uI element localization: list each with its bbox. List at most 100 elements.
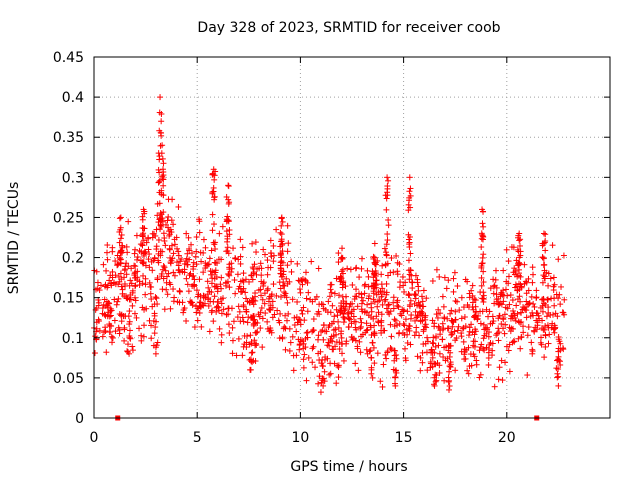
data-point bbox=[480, 279, 487, 286]
data-point bbox=[453, 335, 460, 342]
data-point bbox=[119, 286, 126, 293]
data-point bbox=[170, 221, 177, 228]
data-point bbox=[239, 352, 246, 359]
data-point bbox=[502, 304, 509, 311]
data-point bbox=[216, 325, 223, 332]
data-point bbox=[140, 333, 147, 340]
data-point bbox=[516, 237, 523, 244]
data-point bbox=[232, 290, 239, 297]
data-point bbox=[277, 310, 284, 317]
data-point bbox=[370, 344, 377, 351]
data-point bbox=[446, 343, 453, 350]
data-point bbox=[561, 296, 568, 303]
data-point bbox=[108, 307, 115, 314]
data-point bbox=[452, 367, 459, 374]
data-point bbox=[234, 271, 241, 278]
data-point bbox=[365, 312, 372, 319]
data-point bbox=[281, 289, 288, 296]
data-point bbox=[505, 258, 512, 265]
data-point bbox=[214, 299, 221, 306]
data-point bbox=[218, 300, 225, 307]
data-point bbox=[216, 230, 223, 237]
data-point bbox=[303, 329, 310, 336]
data-point bbox=[284, 299, 291, 306]
data-point bbox=[149, 303, 156, 310]
data-point bbox=[521, 305, 528, 312]
data-point bbox=[406, 292, 413, 299]
data-point bbox=[170, 250, 177, 257]
data-point bbox=[495, 376, 502, 383]
data-point bbox=[134, 268, 141, 275]
data-point bbox=[448, 331, 455, 338]
data-point bbox=[209, 211, 216, 218]
data-point bbox=[141, 248, 148, 255]
data-point bbox=[353, 293, 360, 300]
data-point bbox=[551, 329, 558, 336]
data-point bbox=[226, 264, 233, 271]
data-point bbox=[445, 325, 452, 332]
data-point bbox=[327, 370, 334, 377]
data-point bbox=[473, 357, 480, 364]
data-point bbox=[94, 285, 101, 292]
data-point bbox=[224, 213, 231, 220]
data-point bbox=[332, 326, 339, 333]
data-point bbox=[284, 317, 291, 324]
data-point bbox=[133, 314, 140, 321]
data-point bbox=[282, 290, 289, 297]
y-tick-label: 0.35 bbox=[53, 130, 84, 146]
data-point bbox=[249, 349, 256, 356]
data-point bbox=[188, 241, 195, 248]
data-point bbox=[555, 295, 562, 302]
data-point bbox=[303, 377, 310, 384]
data-point bbox=[159, 266, 166, 273]
data-point bbox=[542, 238, 549, 245]
data-point bbox=[109, 268, 116, 275]
axes: 0 0.05 0.1 0.15 0.2 0.25 0.3 0.35 0.4 0.45 0 5 10 15 2… bbox=[53, 50, 610, 446]
data-point bbox=[218, 274, 225, 281]
data-point bbox=[289, 333, 296, 340]
data-point bbox=[294, 260, 301, 267]
data-point bbox=[405, 207, 412, 214]
data-point bbox=[361, 282, 368, 289]
data-point bbox=[261, 251, 268, 258]
data-point bbox=[126, 318, 133, 325]
data-point bbox=[145, 256, 152, 263]
data-point bbox=[498, 289, 505, 296]
y-tick-label: 0.4 bbox=[62, 90, 84, 106]
data-point bbox=[248, 349, 255, 356]
data-point bbox=[186, 272, 193, 279]
data-point bbox=[427, 364, 434, 371]
data-point bbox=[157, 222, 164, 229]
data-point bbox=[368, 354, 375, 361]
data-point bbox=[163, 286, 170, 293]
data-point bbox=[443, 285, 450, 292]
data-point bbox=[239, 244, 246, 251]
data-point bbox=[384, 349, 391, 356]
data-point bbox=[552, 310, 559, 317]
data-point bbox=[397, 279, 404, 286]
data-point bbox=[353, 264, 360, 271]
data-point bbox=[460, 338, 467, 345]
data-point bbox=[552, 325, 559, 332]
data-point bbox=[211, 241, 218, 248]
data-point bbox=[310, 316, 317, 323]
data-point bbox=[392, 374, 399, 381]
data-point bbox=[258, 305, 265, 312]
data-point bbox=[157, 94, 164, 101]
data-point bbox=[419, 317, 426, 324]
data-point bbox=[123, 243, 130, 250]
data-point bbox=[247, 314, 254, 321]
data-point bbox=[312, 364, 319, 371]
data-point bbox=[175, 248, 182, 255]
data-point bbox=[409, 285, 416, 292]
data-point bbox=[267, 250, 274, 257]
data-point bbox=[555, 256, 562, 263]
data-point bbox=[340, 279, 347, 286]
data-point bbox=[406, 301, 413, 308]
data-point bbox=[210, 221, 217, 228]
data-point bbox=[214, 285, 221, 292]
data-point bbox=[478, 244, 485, 251]
data-point bbox=[95, 316, 102, 323]
data-point bbox=[412, 317, 419, 324]
data-point bbox=[340, 357, 347, 364]
